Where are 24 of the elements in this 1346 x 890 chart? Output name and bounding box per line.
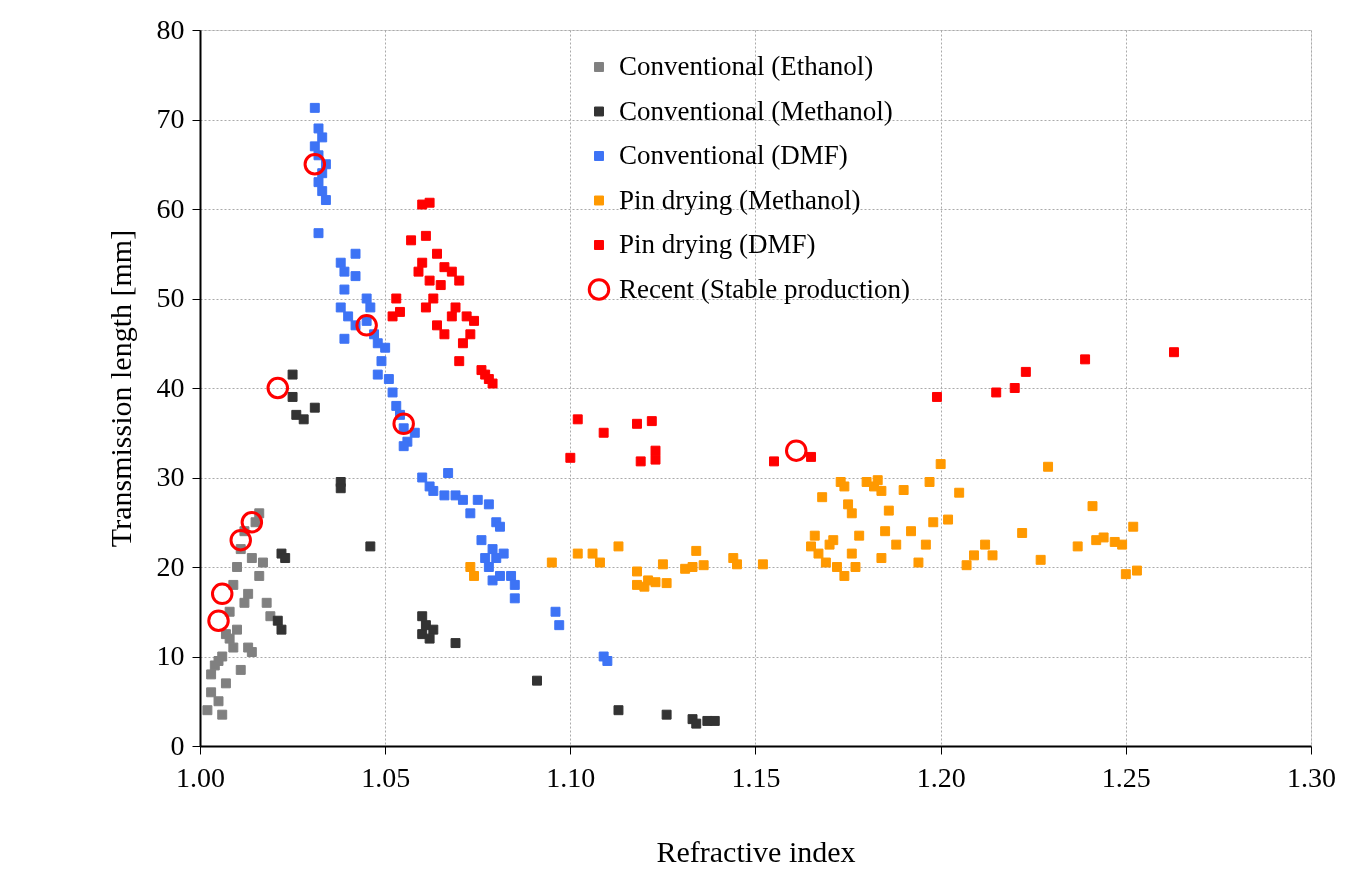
y-tick-label: 80 xyxy=(156,13,185,45)
y-tick-label: 30 xyxy=(156,461,185,492)
x-tick-label: 1.10 xyxy=(546,761,596,793)
legend-label: Conventional (Ethanol) xyxy=(619,51,874,81)
x-tick-label: 1.05 xyxy=(361,761,411,793)
legend-label: Conventional (Methanol) xyxy=(619,95,893,126)
y-tick-label: 40 xyxy=(156,371,185,403)
y-tick-label: 20 xyxy=(156,550,185,582)
y-tick-label: 70 xyxy=(156,103,185,134)
legend-label: Recent (Stable production) xyxy=(619,273,910,304)
x-tick-label: 1.00 xyxy=(176,761,225,793)
y-tick-label: 10 xyxy=(156,640,185,671)
y-tick-label: 50 xyxy=(156,282,185,313)
legend-label: Pin drying (Methanol) xyxy=(619,184,861,215)
x-tick-label: 1.30 xyxy=(1287,761,1336,793)
x-axis-title: Refractive index xyxy=(656,834,856,868)
y-tick-label: 0 xyxy=(170,729,185,761)
legend-label: Conventional (DMF) xyxy=(619,140,848,170)
x-tick-label: 1.15 xyxy=(731,761,781,793)
x-tick-label: 1.20 xyxy=(916,761,966,793)
legend-label: Pin drying (DMF) xyxy=(619,229,816,259)
x-tick-label: 1.25 xyxy=(1101,761,1151,793)
y-axis-title: Transmission length [mm] xyxy=(103,229,137,548)
y-tick-label: 60 xyxy=(156,192,185,224)
